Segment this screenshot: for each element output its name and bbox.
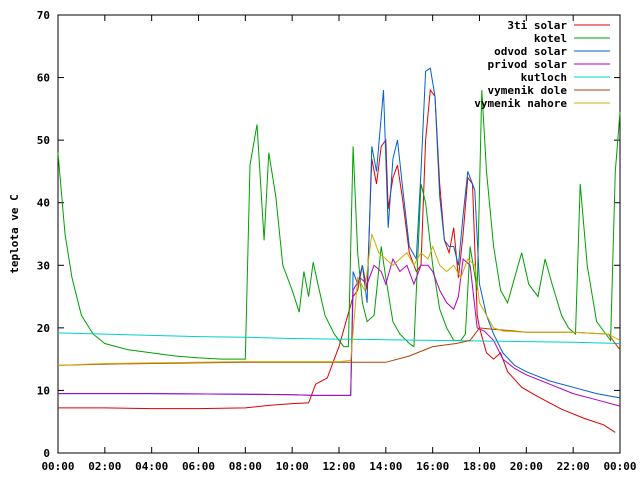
legend-label: vymenik dole — [488, 84, 568, 97]
axis-ticks — [57, 14, 621, 454]
y-tick-label: 0 — [43, 447, 50, 460]
y-tick-label: 50 — [37, 134, 50, 147]
series-line-privod-solar — [58, 257, 621, 407]
legend-label: kotel — [534, 32, 567, 45]
legend-label: privod solar — [488, 58, 568, 71]
y-axis-label: teplota ve C — [8, 194, 21, 273]
legend-label: kutloch — [521, 71, 567, 84]
y-tick-label: 10 — [37, 384, 50, 397]
plot-area-frame — [57, 14, 621, 454]
series-line-vymenik-nahore — [57, 233, 621, 366]
x-tick-label: 16:00 — [416, 460, 449, 473]
x-tick-label: 20:00 — [510, 460, 543, 473]
x-tick-label: 00:00 — [41, 460, 74, 473]
series-lines — [57, 67, 621, 433]
x-tick-label: 00:00 — [603, 460, 636, 473]
y-tick-label: 60 — [37, 72, 50, 85]
x-tick-label: 04:00 — [135, 460, 168, 473]
x-tick-label: 10:00 — [276, 460, 309, 473]
x-tick-label: 18:00 — [463, 460, 496, 473]
x-tick-label: 14:00 — [369, 460, 402, 473]
series-line-kotel — [57, 90, 621, 360]
legend-label: vymenik nahore — [474, 97, 567, 110]
y-tick-labels: 0 10 20 30 40 50 60 70 — [37, 9, 50, 460]
legend-label: 3ti solar — [507, 19, 567, 32]
y-tick-label: 30 — [37, 259, 50, 272]
legend-label: odvod solar — [494, 45, 567, 58]
x-tick-labels: 00:00 02:00 04:00 06:00 08:00 10:00 12:00 14:00… — [41, 460, 636, 473]
y-tick-label: 40 — [37, 197, 50, 210]
x-tick-label: 12:00 — [322, 460, 355, 473]
series-line-3ti-solar — [58, 88, 616, 433]
series-line-kutloch — [57, 332, 621, 344]
x-tick-label: 06:00 — [182, 460, 215, 473]
x-tick-label: 22:00 — [557, 460, 590, 473]
x-tick-label: 02:00 — [88, 460, 121, 473]
y-tick-label: 20 — [37, 322, 50, 335]
y-tick-label: 70 — [37, 9, 50, 22]
series-line-odvod-solar — [58, 67, 621, 399]
x-tick-label: 08:00 — [229, 460, 262, 473]
